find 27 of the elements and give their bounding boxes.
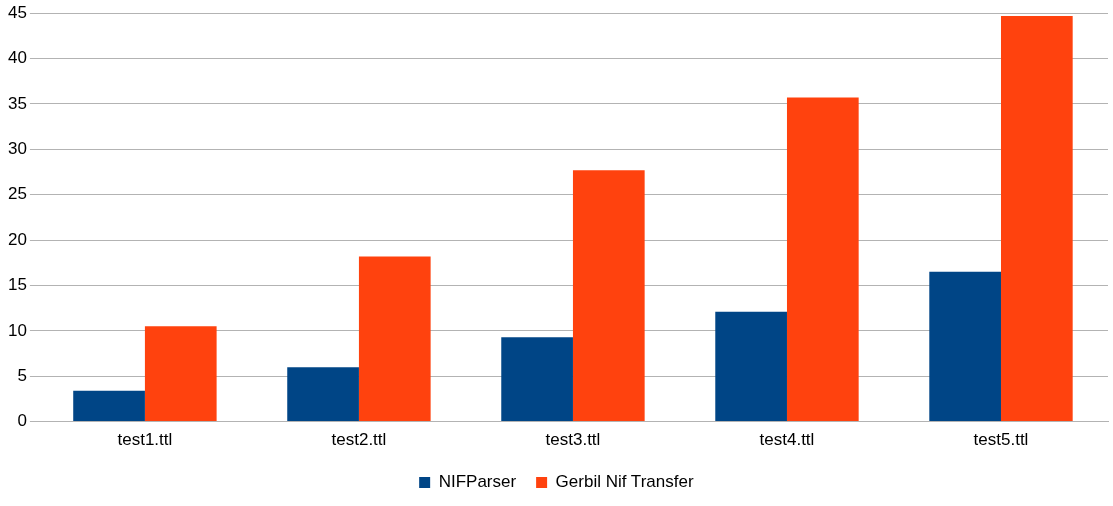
x-tick-label: test4.ttl (759, 430, 815, 450)
y-tick-label: 40 (7, 48, 27, 68)
x-tick-label: test2.ttl (331, 430, 387, 450)
y-tick-label: 35 (7, 93, 27, 113)
bar (144, 326, 217, 422)
y-tick-label: 20 (7, 229, 27, 249)
y-tick-label: 25 (7, 184, 27, 204)
y-tick-label: 10 (7, 320, 27, 340)
bar (1000, 15, 1073, 422)
y-tick-label: 15 (7, 275, 27, 295)
y-tick-label: 30 (7, 139, 27, 159)
y-tick-label: 45 (7, 2, 27, 22)
x-tick-label: test3.ttl (545, 430, 601, 450)
y-tick-label: 0 (17, 411, 27, 431)
y-tick-label: 5 (17, 365, 27, 385)
legend-label: NIFParser (438, 472, 517, 492)
bar (358, 256, 431, 422)
x-tick-label: test5.ttl (973, 430, 1029, 450)
legend-label: Gerbil Nif Transfer (555, 472, 694, 492)
bar (715, 311, 787, 422)
bar (73, 390, 145, 422)
bar (572, 170, 645, 422)
bar (929, 271, 1001, 422)
bar (786, 97, 859, 422)
x-tick-label: test1.ttl (117, 430, 173, 450)
bar (287, 367, 359, 422)
bar (501, 337, 573, 422)
